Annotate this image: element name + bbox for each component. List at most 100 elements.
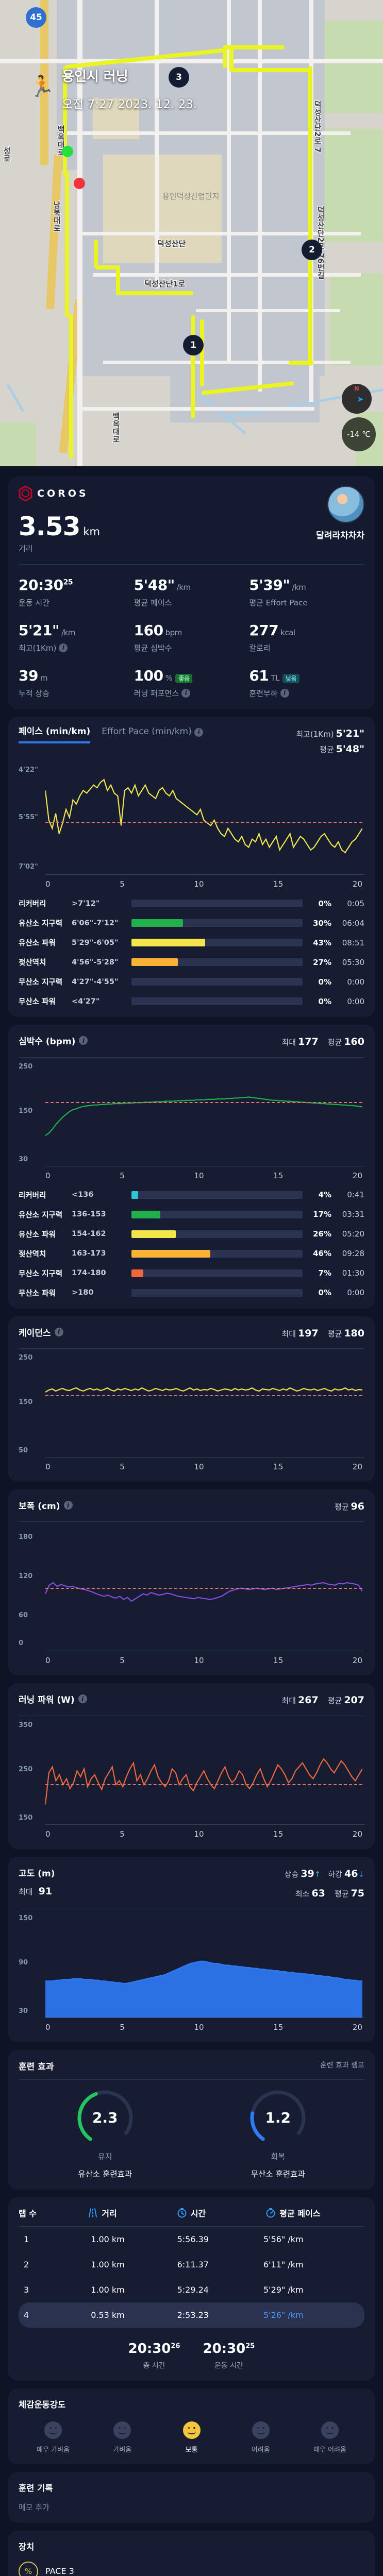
power-plot-area [45, 1721, 362, 1824]
gauge: 1.2 [248, 2088, 308, 2148]
stat-value: 20:3025 [19, 576, 73, 594]
activity-map[interactable]: 45 🏃 3 2 1 백옥대로 남북대로 덕성산단2로 7 덕성산단2로 76번… [0, 0, 383, 466]
power-title: 러닝 파워 (W) i [19, 1692, 87, 1705]
stat-value: 5'48"/km [134, 576, 191, 594]
clock-icon [177, 2208, 187, 2218]
perceived-exertion-card: 체감운동강도 매우 가벼움 가벼움 보통 어려움 매우 어려움 [8, 2388, 375, 2464]
hr-chart[interactable]: 250 150 30 [19, 1063, 364, 1166]
map-road [227, 0, 231, 361]
exertion-option-very-easy[interactable]: 매우 가벼움 [19, 2421, 88, 2454]
info-icon[interactable]: i [59, 643, 68, 652]
face-icon [321, 2421, 339, 2439]
x-tick-labels: 0 5 10 15 20 [45, 879, 362, 889]
stat-label: 러닝 퍼포먼스 i [134, 688, 249, 699]
exertion-option-easy[interactable]: 가벼움 [88, 2421, 157, 2454]
pace-zone-table: 리커버리 >7'12" 0% 0:05 유산소 지구력 6'06"-7'12" 30% 06… [19, 898, 364, 1007]
avatar[interactable] [327, 486, 364, 523]
table-row: 유산소 지구력 6'06"-7'12" 30% 06:04 [19, 918, 364, 928]
zone-bar [131, 1191, 139, 1199]
add-note-button[interactable]: 메모 추가 [19, 2502, 49, 2512]
lap-number: 3 [24, 2284, 29, 2295]
exertion-option-hard[interactable]: 어려움 [226, 2421, 295, 2454]
activity-title: 용인시 러닝 [62, 69, 128, 84]
device-row[interactable]: % PACE 3 [19, 2561, 364, 2576]
lap-time: 5:56.39 [177, 2234, 209, 2244]
zone-bar [131, 1249, 210, 1258]
lap-number: 1 [24, 2234, 29, 2244]
table-row[interactable]: 1 1.00 km 5:56.39 5'56" /km [19, 2227, 364, 2252]
tab-effort-pace[interactable]: Effort Pace (min/km) i [102, 726, 204, 741]
table-row: 무산소 지구력 4'27"-4'55" 0% 0:00 [19, 977, 364, 987]
training-effect-card: 훈련 효과 훈련 효과 램프 2.3 유지 유산소 훈련효과 [8, 2049, 375, 2190]
table-row-selected[interactable]: 4 0.53 km 2:53.23 5'26" /km [19, 2302, 364, 2328]
training-effect-title: 훈련 효과 [19, 2061, 54, 2072]
info-icon[interactable]: i [181, 688, 191, 698]
lap-time: 5:29.24 [177, 2284, 209, 2295]
training-effect-gauges: 2.3 유지 유산소 훈련효과 1.2 회복 무산소 훈련효과 [19, 2085, 364, 2179]
elevation-area-series [45, 1914, 362, 2018]
stat-label: 평균 페이스 [134, 598, 172, 607]
lap-col-pace: 평균 페이스 [265, 2207, 364, 2219]
info-icon[interactable]: i [54, 1327, 63, 1336]
tab-pace[interactable]: 페이스 (min/km) [19, 726, 91, 743]
gps-track [308, 268, 312, 366]
summary-sheet: COROS 3.53 km 거리 달려라차차차 20:3025 운동 시간 5'48… [0, 477, 383, 2576]
gps-track [65, 173, 69, 317]
perceived-exertion-title: 체감운동강도 [19, 2399, 66, 2410]
table-row: 젖산역치 163-173 46% 09:28 [19, 1249, 364, 1259]
stat-item: 160 bpm 평균 심박수 [134, 623, 249, 653]
lap-pace: 5'29" /km [263, 2284, 304, 2295]
map-greenspace [0, 422, 36, 466]
lap-time: 6:11.37 [177, 2259, 209, 2269]
y-tick: 120 [19, 1572, 33, 1581]
pace-line-series [45, 766, 362, 874]
elevation-card: 고도 (m) 상승 39↑ 하강 46↓ 최대 91 최소 63 평균 75 150 90 3… [8, 1856, 375, 2042]
exertion-option-very-hard[interactable]: 매우 어려움 [295, 2421, 364, 2454]
lap-number: 2 [24, 2259, 29, 2269]
training-effect-link[interactable]: 훈련 효과 램프 [320, 2061, 364, 2070]
elevation-chart[interactable]: 150 90 30 [19, 1914, 364, 2018]
info-icon[interactable]: i [194, 727, 204, 737]
cadence-plot-area [45, 1354, 362, 1457]
divider [19, 1521, 364, 1522]
note-card: 훈련 기록 메모 추가 [8, 2471, 375, 2523]
power-average-line [45, 1784, 362, 1785]
device-card: 장치 % PACE 3 [8, 2530, 375, 2576]
exertion-option-normal[interactable]: 보통 [157, 2421, 226, 2454]
gps-track [94, 240, 98, 268]
info-icon[interactable]: i [79, 1036, 88, 1045]
info-icon[interactable]: i [63, 1501, 73, 1510]
elev-avg-value: 75 [351, 1888, 364, 1900]
cadence-title: 케이던스 i [19, 1326, 63, 1338]
anaerobic-te-value: 1.2 [265, 2109, 291, 2127]
cadence-chart[interactable]: 250 150 50 [19, 1354, 364, 1457]
info-icon[interactable]: i [78, 1694, 87, 1704]
face-icon [44, 2421, 62, 2439]
runner-icon: 🏃 [29, 75, 55, 98]
user-nickname: 달려라차차차 [316, 531, 364, 541]
stat-label: 최고(1Km) i [19, 642, 134, 653]
stride-avg-value: 96 [351, 1501, 364, 1513]
x-axis [45, 874, 364, 875]
pace-chart[interactable]: 4'22" 5'55" 7'02" [19, 766, 364, 874]
lap-pace: 5'26" /km [263, 2310, 304, 2320]
table-row: 무산소 파워 >180 0% 0:00 [19, 1288, 364, 1298]
compass-widget[interactable]: N ➤ [342, 384, 372, 414]
arrow-up-icon: ↑ [314, 1869, 321, 1879]
pace-avg-value: 5'48" [336, 743, 364, 755]
map-greenspace [330, 273, 383, 366]
info-icon[interactable]: i [280, 688, 289, 698]
activity-datetime: 오전 7:27 2023. 12. 23. [62, 98, 197, 111]
temperature-badge: -14 ℃ [342, 417, 376, 451]
stride-chart[interactable]: 180 120 60 0 [19, 1527, 364, 1651]
power-chart[interactable]: 350 250 150 [19, 1721, 364, 1824]
y-tick: 150 [19, 1814, 33, 1822]
perceived-exertion-options: 매우 가벼움 가벼움 보통 어려움 매우 어려움 [19, 2421, 364, 2454]
table-row[interactable]: 2 1.00 km 6:11.37 6'11" /km [19, 2252, 364, 2277]
coros-hex-icon [19, 486, 32, 501]
place-label: 용인덕성산업단지 [162, 192, 220, 201]
arrow-down-icon: ↓ [358, 1869, 364, 1879]
pace-average-line [45, 822, 362, 823]
coros-wordmark: COROS [37, 488, 89, 499]
table-row[interactable]: 3 1.00 km 5:29.24 5'29" /km [19, 2277, 364, 2302]
